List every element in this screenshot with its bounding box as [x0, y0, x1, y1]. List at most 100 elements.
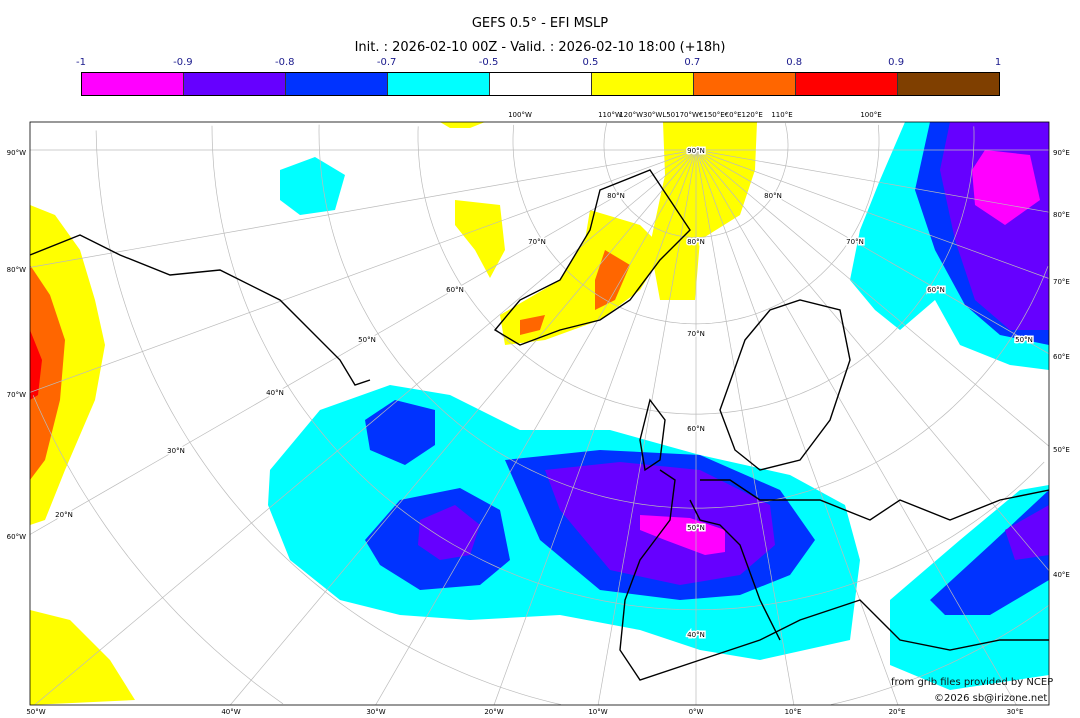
colorbar-tick-label: -0.7	[376, 57, 397, 68]
meridian-line	[30, 149, 697, 535]
meridian-line	[695, 149, 1049, 355]
graticule-label: 50°N	[687, 524, 705, 532]
meridian-line	[695, 149, 1017, 705]
colorbar-segment	[184, 73, 286, 95]
graticule-label: 90°E	[1053, 149, 1070, 157]
graticule-label: 20°N	[55, 511, 73, 519]
colorbar-segment	[898, 73, 999, 95]
meridian-line	[695, 149, 1049, 213]
graticule-label: 80°N	[687, 238, 705, 246]
efi-region-magenta-russia	[972, 150, 1040, 225]
efi-region-orange-greenland	[595, 250, 630, 310]
graticule-label: 80°W	[7, 266, 26, 274]
graticule-label: 80°E	[1053, 211, 1070, 219]
copyright-credit: ©2026 sb@irizone.net	[934, 693, 1048, 704]
chart-subtitle: Init. : 2026-02-10 00Z - Valid. : 2026-0…	[354, 40, 726, 55]
graticule	[30, 123, 1049, 705]
colorbar	[81, 72, 1000, 96]
graticule-label: 110°E	[771, 111, 792, 119]
latitude-circle	[211, 125, 1045, 611]
efi-region-yellow-sw	[30, 610, 135, 705]
colorbar-segment	[286, 73, 388, 95]
graticule-label: 70°N	[846, 238, 864, 246]
meridian-line	[30, 149, 697, 268]
graticule-label: 40°N	[687, 631, 705, 639]
colorbar-segment	[388, 73, 490, 95]
graticule-label: 70°E	[1053, 278, 1070, 286]
efi-region-yellow-baffin	[455, 200, 505, 278]
graticule-label: 30°N	[167, 447, 185, 455]
efi-field	[30, 122, 1049, 705]
latitude-circle	[32, 395, 284, 705]
graticule-label: 80°N	[764, 192, 782, 200]
colorbar-tick-label: -0.5	[478, 57, 499, 68]
graticule-label: 70°W	[7, 391, 26, 399]
graticule-label: 100°W	[508, 111, 532, 119]
meridian-line	[230, 149, 697, 705]
graticule-label: 50°E	[1053, 446, 1070, 454]
graticule-label: 90°N	[687, 147, 705, 155]
meridian-line	[493, 149, 697, 705]
colorbar-tick-label: -1	[76, 57, 86, 68]
efi-region-red-west	[30, 330, 42, 400]
colorbar-tick-label: 1	[994, 57, 1002, 68]
graticule-label: 0°W	[689, 708, 704, 716]
efi-region-cyan-hudson	[280, 157, 345, 215]
data-source-credit: from grib files provided by NCEP	[891, 677, 1054, 688]
colorbar-segment	[592, 73, 694, 95]
meridian-line	[695, 149, 795, 705]
efi-region-purple-atlantic	[418, 505, 480, 560]
meridian-line	[375, 149, 697, 705]
colorbar-segment	[82, 73, 184, 95]
graticule-label: 80°N	[607, 192, 625, 200]
colorbar-tick-label: -0.9	[173, 57, 193, 68]
meridian-line	[597, 149, 697, 705]
colorbar-segment	[796, 73, 898, 95]
efi-region-orange-greenland2	[520, 315, 545, 335]
efi-region-purple-se	[1005, 505, 1049, 560]
chart-title: GEFS 0.5° - EFI MSLP	[471, 16, 609, 31]
graticule-label: 10°E	[785, 708, 802, 716]
meridian-line	[30, 149, 697, 393]
graticule-label: 70°N	[687, 330, 705, 338]
meridian-line	[695, 149, 1049, 571]
latitude-circle	[603, 123, 789, 238]
meridian-line	[695, 149, 1049, 447]
efi-region-yellow-greenland	[500, 210, 665, 345]
graticule-label: 50°W	[26, 708, 45, 716]
graticule-label: 40°W	[221, 708, 240, 716]
graticule-label: 60°E	[1053, 353, 1070, 361]
graticule-labels: 90°W 80°W 70°W 60°W 90°E 80°E 70°E 60°E 50°E 40°E…	[7, 111, 1070, 716]
graticule-label: 50°N	[1015, 336, 1033, 344]
graticule-label: 60°W	[7, 533, 26, 541]
efi-region-yellow-top	[440, 122, 485, 128]
colorbar-tick-label: 0.7	[684, 57, 701, 68]
map-frame	[29, 121, 1050, 706]
colorbar-tick-label: 0.8	[786, 57, 803, 68]
colorbar-tick-label: 0.9	[888, 57, 905, 68]
graticule-label: 40°E	[1053, 571, 1070, 579]
colorbar-segment	[490, 73, 592, 95]
graticule-label: 70°N	[528, 238, 546, 246]
efi-region-blue-atlantic-n	[365, 400, 435, 465]
latitude-circle	[95, 130, 1049, 705]
graticule-label: 10°W	[588, 708, 607, 716]
colorbar-segment	[694, 73, 796, 95]
graticule-label: 110°W	[598, 111, 622, 119]
meridian-line	[695, 149, 899, 705]
graticule-label: 20°E	[889, 708, 906, 716]
coastlines	[30, 169, 1049, 681]
graticule-label: 100°E	[860, 111, 881, 119]
efi-region-magenta-europe	[640, 515, 725, 555]
graticule-label: 90°W	[7, 149, 26, 157]
graticule-label: 30°W	[366, 708, 385, 716]
efi-region-orange-west	[30, 265, 65, 480]
graticule-label: 60°N	[446, 286, 464, 294]
colorbar-tick-label: 0.5	[582, 57, 599, 68]
latitude-circle	[512, 124, 880, 325]
graticule-label: 60°N	[927, 286, 945, 294]
efi-region-blue-se	[930, 490, 1049, 615]
graticule-label: 60°N	[687, 425, 705, 433]
